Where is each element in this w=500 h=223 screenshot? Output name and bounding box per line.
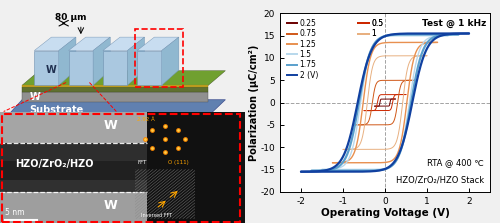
Polygon shape <box>68 37 110 51</box>
Bar <box>137 51 162 85</box>
Text: HZO/ZrO₂/HZO: HZO/ZrO₂/HZO <box>14 159 93 169</box>
Text: HZO/ZrO₂/HZO Stack: HZO/ZrO₂/HZO Stack <box>396 176 484 185</box>
Polygon shape <box>93 37 110 85</box>
Bar <box>0 112 147 143</box>
Text: W: W <box>104 119 117 132</box>
Bar <box>0 143 147 161</box>
Polygon shape <box>103 37 144 51</box>
Text: FFT: FFT <box>137 160 146 165</box>
Text: 2.92 Å: 2.92 Å <box>137 118 155 122</box>
Y-axis label: Polarization (μC/cm²): Polarization (μC/cm²) <box>249 44 259 161</box>
Bar <box>135 29 182 87</box>
Text: Inversed FFT: Inversed FFT <box>141 213 172 218</box>
Polygon shape <box>34 37 76 51</box>
Bar <box>68 51 93 85</box>
Text: W: W <box>46 65 56 74</box>
Text: O (111): O (111) <box>168 160 189 165</box>
Bar <box>0 143 147 192</box>
Bar <box>0 180 147 192</box>
Text: Substrate: Substrate <box>30 105 84 115</box>
Legend: 0.5, 1: 0.5, 1 <box>358 18 384 39</box>
Polygon shape <box>162 37 179 85</box>
Bar <box>22 92 208 102</box>
Bar <box>22 87 208 92</box>
Text: Test @ 1 kHz: Test @ 1 kHz <box>422 19 486 28</box>
Bar <box>0 192 147 223</box>
X-axis label: Operating Voltage (V): Operating Voltage (V) <box>320 209 450 218</box>
Text: W: W <box>30 92 40 102</box>
Text: 80 μm: 80 μm <box>56 13 87 22</box>
Polygon shape <box>128 37 144 85</box>
Text: W: W <box>104 198 117 211</box>
Bar <box>0 161 147 180</box>
Polygon shape <box>59 37 76 85</box>
Bar <box>22 85 208 87</box>
Bar <box>103 51 128 85</box>
Text: 5 nm: 5 nm <box>5 208 24 217</box>
Bar <box>34 51 59 85</box>
Polygon shape <box>22 71 226 85</box>
Polygon shape <box>137 37 179 51</box>
Text: RTA @ 400 ℃: RTA @ 400 ℃ <box>427 158 484 167</box>
Polygon shape <box>8 100 226 116</box>
